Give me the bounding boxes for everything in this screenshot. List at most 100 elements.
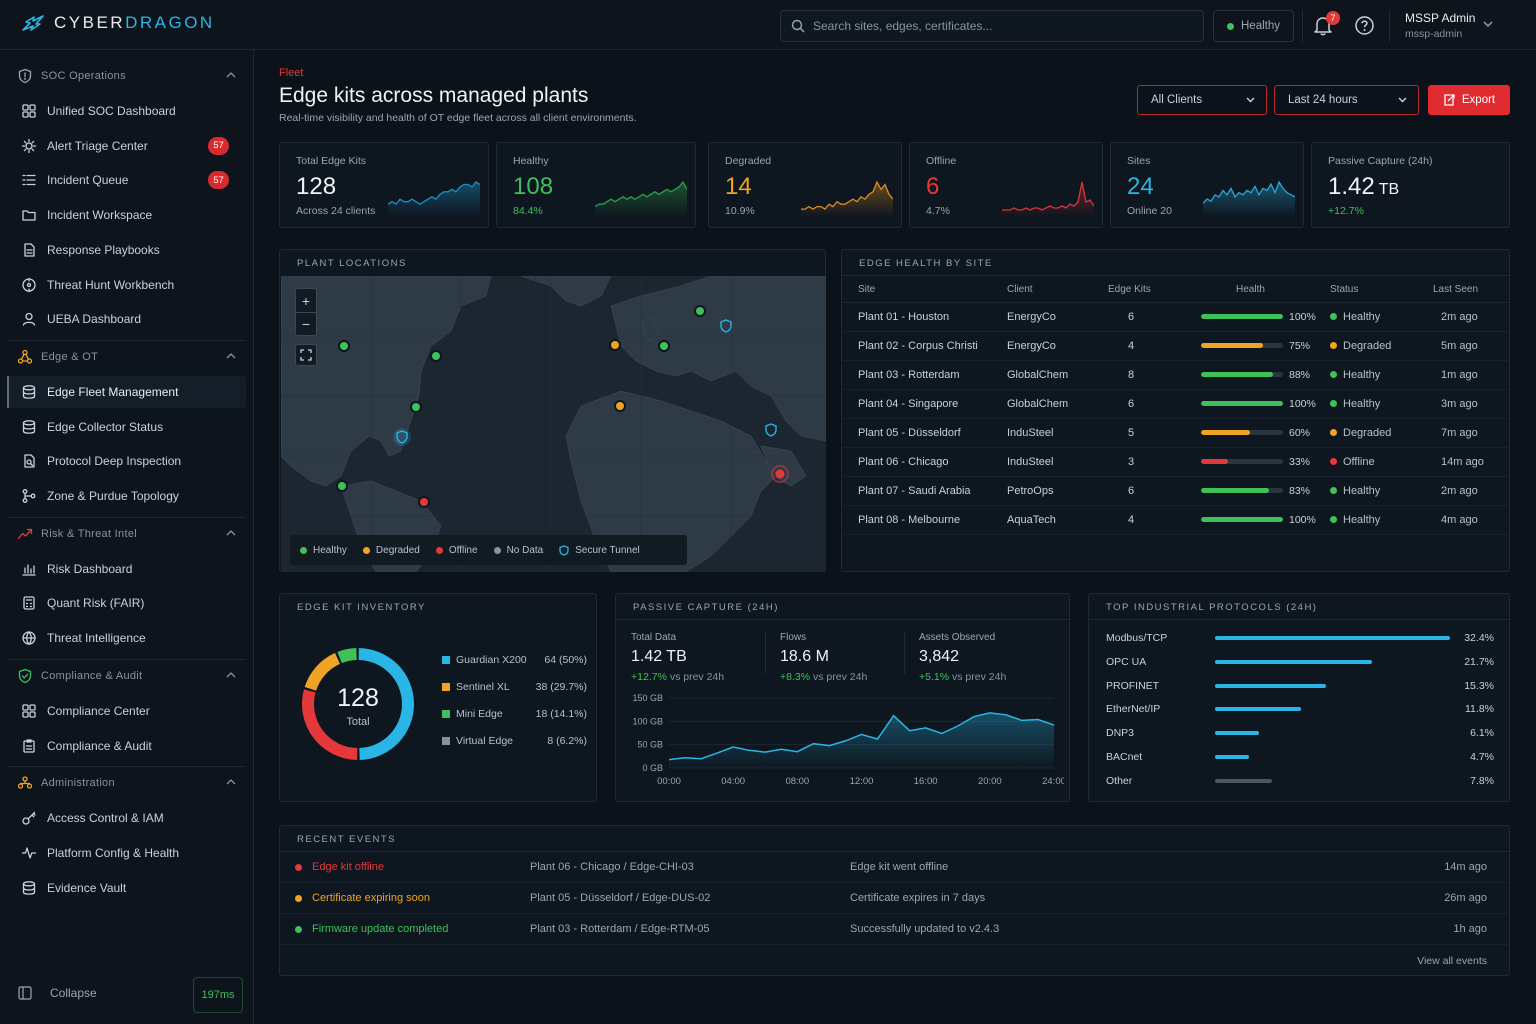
sidebar-item-response-playbooks[interactable]: Response Playbooks xyxy=(7,234,246,266)
marker-secure-tunnel[interactable] xyxy=(720,319,732,333)
zoom-out-button[interactable]: − xyxy=(296,312,316,335)
client-filter-select[interactable]: All Clients xyxy=(1137,85,1267,115)
export-button[interactable]: Export xyxy=(1428,85,1510,115)
donut-slice-mini-edge[interactable] xyxy=(304,652,340,691)
view-all-events-link[interactable]: View all events xyxy=(1417,955,1487,967)
sidebar-section-compliance-audit[interactable]: Compliance & Audit xyxy=(0,660,254,692)
kpi-subtext: 84.4% xyxy=(513,205,543,217)
sidebar-item-compliance-audit[interactable]: Compliance & Audit xyxy=(7,730,246,762)
table-row[interactable]: Plant 01 - Houston EnergyCo 6 100% Healthy 2m… xyxy=(843,302,1510,332)
sidebar-item-ueba-dashboard[interactable]: UEBA Dashboard xyxy=(7,303,246,335)
protocol-percent: 4.7% xyxy=(1470,751,1494,763)
kpi-card-degraded[interactable]: Degraded 14 10.9% xyxy=(708,142,902,228)
table-row[interactable]: Plant 02 - Corpus Christi EnergyCo 4 75% Deg… xyxy=(843,331,1510,361)
search-box[interactable] xyxy=(780,10,1204,42)
marker-healthy[interactable] xyxy=(430,350,442,362)
marker-healthy[interactable] xyxy=(338,340,350,352)
event-row[interactable]: Certificate expiring soon Plant 05 - Düss… xyxy=(281,883,1510,914)
protocol-name: DNP3 xyxy=(1106,727,1135,740)
column-header-edge-kits[interactable]: Edge Kits xyxy=(1108,277,1192,303)
sidebar-item-platform-config-health[interactable]: Platform Config & Health xyxy=(7,837,246,869)
marker-healthy[interactable] xyxy=(410,401,422,413)
sidebar-item-edge-collector-status[interactable]: Edge Collector Status xyxy=(7,411,246,443)
donut-slice-guardian-x200[interactable] xyxy=(358,648,415,760)
table-row[interactable]: Plant 04 - Singapore GlobalChem 6 100% Healt… xyxy=(843,389,1510,419)
collapse-sidebar-button[interactable]: Collapse xyxy=(18,986,97,1000)
system-health-pill[interactable]: Healthy xyxy=(1213,10,1294,42)
protocol-row-profinet[interactable]: PROFINET 15.3% xyxy=(1106,677,1494,695)
sidebar-item-alert-triage-center[interactable]: Alert Triage Center 57 xyxy=(7,130,246,162)
protocol-row-opc-ua[interactable]: OPC UA 21.7% xyxy=(1106,653,1494,671)
sidebar-section-administration[interactable]: Administration xyxy=(0,767,254,799)
table-row[interactable]: Plant 06 - Chicago InduSteel 3 33% Offline 14… xyxy=(843,447,1510,477)
marker-offline[interactable] xyxy=(771,465,789,483)
marker-degraded[interactable] xyxy=(609,339,621,351)
sidebar-item-zone-purdue-topology[interactable]: Zone & Purdue Topology xyxy=(7,480,246,512)
kpi-card-offline[interactable]: Offline 6 4.7% xyxy=(909,142,1103,228)
inventory-legend-item: Sentinel XL 38 (29.7%) xyxy=(442,681,587,693)
sidebar-item-unified-soc-dashboard[interactable]: Unified SOC Dashboard xyxy=(7,95,246,127)
divider xyxy=(8,516,246,518)
last-seen: 5m ago xyxy=(1433,331,1510,361)
chevron-down-icon[interactable] xyxy=(1483,20,1493,28)
protocol-row-dnp3[interactable]: DNP3 6.1% xyxy=(1106,724,1494,742)
protocol-row-bacnet[interactable]: BACnet 4.7% xyxy=(1106,748,1494,766)
sidebar-item-evidence-vault[interactable]: Evidence Vault xyxy=(7,872,246,904)
table-row[interactable]: Plant 03 - Rotterdam GlobalChem 8 88% Health… xyxy=(843,360,1510,390)
kpi-card-passive-capture-24h[interactable]: Passive Capture (24h) 1.42 TB +12.7% xyxy=(1311,142,1510,228)
event-row[interactable]: Firmware update completed Plant 03 - Rott… xyxy=(281,914,1510,945)
donut-slice-virtual-edge[interactable] xyxy=(337,648,357,664)
sidebar-section-soc-operations[interactable]: SOC Operations xyxy=(0,60,254,92)
zoom-in-button[interactable]: + xyxy=(301,292,311,309)
sidebar-item-edge-fleet-management[interactable]: Edge Fleet Management xyxy=(7,375,246,408)
fullscreen-button[interactable] xyxy=(295,344,317,366)
column-header-status[interactable]: Status xyxy=(1330,277,1433,303)
protocol-row-ethernet-ip[interactable]: EtherNet/IP 11.8% xyxy=(1106,700,1494,718)
sidebar-item-incident-queue[interactable]: Incident Queue 57 xyxy=(7,164,246,196)
marker-healthy[interactable] xyxy=(694,305,706,317)
column-header-client[interactable]: Client xyxy=(1007,277,1108,303)
sidebar-item-protocol-deep-inspection[interactable]: Protocol Deep Inspection xyxy=(7,445,246,477)
help-button[interactable] xyxy=(1354,15,1375,36)
kpi-card-healthy[interactable]: Healthy 108 84.4% xyxy=(496,142,696,228)
protocol-row-modbus-tcp[interactable]: Modbus/TCP 32.4% xyxy=(1106,629,1494,647)
sidebar-item-access-control-iam[interactable]: Access Control & IAM xyxy=(7,802,246,834)
sidebar-item-threat-hunt-workbench[interactable]: Threat Hunt Workbench xyxy=(7,269,246,301)
column-header-site[interactable]: Site xyxy=(843,277,1007,303)
marker-secure-tunnel[interactable] xyxy=(765,423,777,437)
table-row[interactable]: Plant 05 - Düsseldorf InduSteel 5 60% Degrad… xyxy=(843,418,1510,448)
protocol-row-other[interactable]: Other 7.8% xyxy=(1106,772,1494,790)
kpi-card-sites[interactable]: Sites 24 Online 20 xyxy=(1110,142,1304,228)
inventory-legend-item: Virtual Edge 8 (6.2%) xyxy=(442,735,587,747)
logo[interactable]: CYBERDRAGON xyxy=(22,13,215,33)
column-header-last-seen[interactable]: Last Seen xyxy=(1433,277,1510,303)
user-menu[interactable]: MSSP Admin mssp-admin xyxy=(1405,11,1475,40)
kpi-card-total-edge-kits[interactable]: Total Edge Kits 128 Across 24 clients xyxy=(279,142,489,228)
marker-healthy[interactable] xyxy=(336,480,348,492)
table-row[interactable]: Plant 07 - Saudi Arabia PetroOps 6 83% Healt… xyxy=(843,476,1510,506)
marker-secure-tunnel[interactable] xyxy=(393,428,411,446)
sidebar-section-risk-threat-intel[interactable]: Risk & Threat Intel xyxy=(0,518,254,550)
column-header-health[interactable]: Health xyxy=(1192,277,1330,303)
time-range-select[interactable]: Last 24 hours xyxy=(1274,85,1419,115)
donut-slice-sentinel-xl[interactable] xyxy=(302,689,358,760)
sidebar-item-quant-risk-fair-[interactable]: Quant Risk (FAIR) xyxy=(7,587,246,619)
sidebar-item-risk-dashboard[interactable]: Risk Dashboard xyxy=(7,553,246,585)
sidebar-item-incident-workspace[interactable]: Incident Workspace xyxy=(7,199,246,231)
marker-offline[interactable] xyxy=(418,496,430,508)
marker-healthy[interactable] xyxy=(658,340,670,352)
capture-stat-total-data: Total Data 1.42 TB +12.7% vs prev 24h xyxy=(631,632,724,683)
stat-delta: +12.7% vs prev 24h xyxy=(631,671,724,683)
event-row[interactable]: Edge kit offline Plant 06 - Chicago / Edg… xyxy=(281,852,1510,883)
legend-label: Virtual Edge xyxy=(456,735,514,747)
sidebar-item-threat-intelligence[interactable]: Threat Intelligence xyxy=(7,622,246,654)
sidebar-item-compliance-center[interactable]: Compliance Center xyxy=(7,695,246,727)
help-icon xyxy=(1355,16,1374,35)
breadcrumb[interactable]: Fleet xyxy=(279,67,304,79)
search-input[interactable] xyxy=(813,19,1183,33)
plant-map[interactable]: + − Healthy Degraded Offline No Data Secure … xyxy=(281,276,826,572)
sidebar-section-edge-ot[interactable]: Edge & OT xyxy=(0,341,254,373)
table-row[interactable]: Plant 08 - Melbourne AquaTech 4 100% Healthy… xyxy=(843,505,1510,535)
marker-degraded[interactable] xyxy=(614,400,626,412)
notifications-button[interactable]: 7 xyxy=(1312,11,1340,38)
